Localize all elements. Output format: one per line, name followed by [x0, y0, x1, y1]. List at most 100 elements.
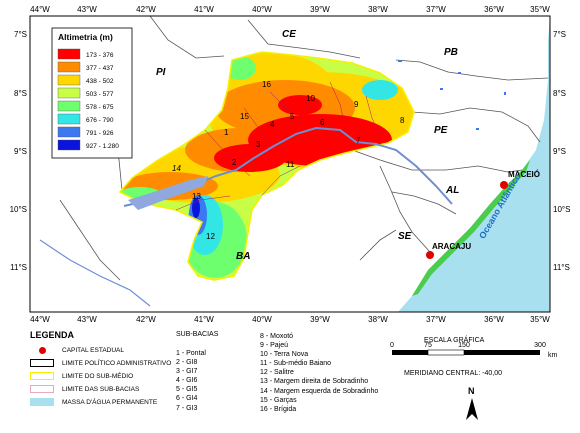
altimetry-swatch [57, 74, 81, 86]
lat-tick-right: 8°S [553, 89, 566, 98]
sub-medio-outline [118, 51, 415, 281]
lon-tick-top: 40°W [252, 5, 272, 14]
sub-basin-number-13: 13 [192, 192, 201, 201]
sub-basin-item: 4 - GI6 [176, 377, 198, 385]
aracaju-city-marker [426, 251, 434, 259]
lon-ticks-bottom: 44°W 43°W 42°W 41°W 40°W 39°W 38°W 37°W 36°W 35°W [30, 315, 550, 324]
legend-item-label: LIMITE POLÍTICO ADMINISTRATIVO [62, 359, 172, 367]
lat-tick-right: 7°S [553, 30, 566, 39]
legend-item: LIMITE DAS SUB-BACIAS [30, 384, 139, 394]
sub-basin-item: 15 - Garças [260, 396, 297, 404]
sub-basin-item: 16 - Brígida [260, 405, 297, 413]
north-label: N [468, 386, 475, 396]
sub-basin-item: 1 - Pontal [176, 350, 206, 357]
sub-basin-number-5: 5 [290, 112, 295, 121]
altimetry-range-label: 927 - 1.280 [86, 143, 119, 150]
lon-tick-bottom: 40°W [252, 315, 272, 324]
legend-title: LEGENDA [30, 330, 75, 340]
scale-bar [392, 349, 540, 356]
altimetry-range-label: 791 - 926 [86, 130, 114, 137]
sub-basin-limits [175, 81, 381, 211]
pink-outline-box [30, 385, 54, 393]
lon-tick-bottom: 42°W [136, 315, 156, 324]
lon-tick-bottom: 44°W [30, 315, 50, 324]
maceio-city-marker [500, 181, 508, 189]
sub-basin-number-3: 3 [256, 140, 261, 149]
lat-tick-left: 11°S [10, 263, 27, 272]
tributary-river [39, 239, 151, 307]
altimetry-legend-rows: 173 - 376 377 - 437 438 - 502 503 - 577 578 … [57, 48, 119, 151]
legend-item: CAPITAL ESTADUAL [30, 345, 124, 355]
sub-basin-item: 10 - Terra Nova [260, 351, 309, 359]
scale-tick: 300 [534, 342, 546, 349]
sub-basin-list-left: 1 - Pontal 2 - GI8 3 - GI7 4 - GI6 5 - GI5 6 … [176, 349, 206, 413]
lon-tick-top: 37°W [426, 5, 446, 14]
altimetry-swatch [57, 126, 81, 138]
ocean-area [398, 16, 550, 312]
lat-tick-left: 8°S [14, 89, 27, 98]
altimetry-swatch [57, 61, 81, 73]
sub-basin-number-2: 2 [232, 158, 237, 167]
legend-item-label: CAPITAL ESTADUAL [62, 346, 125, 354]
altimetry-swatch [57, 113, 81, 125]
lon-tick-bottom: 36°W [484, 315, 504, 324]
scale-tick: 0 [390, 342, 394, 349]
lon-tick-top: 38°W [368, 5, 388, 14]
sub-basin-number-6: 6 [320, 118, 325, 127]
lat-tick-right: 11°S [553, 263, 570, 272]
altimetry-swatch [57, 100, 81, 112]
lon-tick-bottom: 35°W [530, 315, 550, 324]
light-blue-box [30, 398, 54, 406]
sub-basin-number-9: 9 [354, 100, 359, 109]
sub-basin-item: 2 - GI8 [176, 359, 198, 367]
state-borders [59, 16, 549, 281]
legend-item: LIMITE DO SUB-MÉDIO [30, 371, 133, 381]
black-outline-box [30, 359, 54, 367]
altimetry-range-label: 173 - 376 [86, 52, 114, 59]
yellow-outline-box [30, 372, 54, 380]
lat-ticks-right: 7°S 8°S 9°S 10°S 11°S [553, 30, 570, 272]
sub-basin-item: 3 - GI7 [176, 368, 198, 376]
sub-basin-number-1: 1 [224, 128, 229, 137]
sub-basin-number-11: 11 [286, 160, 295, 169]
legend-item: MASSA D'ÁGUA PERMANENTE [30, 397, 157, 407]
lat-tick-left: 10°S [10, 205, 27, 214]
scale-unit: km [548, 352, 558, 359]
altimetry-range-label: 676 - 790 [86, 117, 114, 124]
lon-tick-top: 43°W [77, 5, 97, 14]
sub-basin-number-7: 7 [356, 136, 361, 145]
legend-item: LIMITE POLÍTICO ADMINISTRATIVO [30, 358, 171, 368]
altimetry-range-label: 438 - 502 [86, 78, 114, 85]
sub-basin-item: 11 - Sub-médio Baiano [260, 360, 332, 368]
sub-basin-item: 9 - Pajeú [260, 342, 289, 350]
lon-tick-bottom: 43°W [77, 315, 97, 324]
sub-basin-number-8: 8 [400, 116, 405, 125]
lon-ticks-top: 44°W 43°W 42°W 41°W 40°W 39°W 38°W 37°W 36°W 35°W [30, 5, 550, 14]
altimetry-swatch [57, 139, 81, 151]
state-label-pe: PE [434, 125, 448, 136]
sub-basin-item: 6 - GI4 [176, 395, 198, 403]
lon-tick-bottom: 39°W [310, 315, 330, 324]
sub-basin-item: 12 - Salitre [260, 369, 294, 377]
lon-tick-top: 44°W [30, 5, 50, 14]
north-arrow-icon [466, 398, 478, 420]
lon-tick-top: 35°W [530, 5, 550, 14]
sub-basin-number-15: 15 [240, 112, 249, 121]
sub-basin-title: SUB-BACIAS [176, 331, 219, 338]
altimetry-swatch [57, 48, 81, 60]
sub-basin-item: 8 - Moxotó [260, 333, 294, 340]
lat-tick-right: 10°S [553, 205, 570, 214]
coastal-strip [412, 160, 530, 296]
sub-basin-number-10: 10 [306, 94, 315, 103]
sub-basin-item: 5 - GI5 [176, 386, 198, 394]
lat-tick-left: 7°S [14, 30, 27, 39]
city-label-aracaju: ARACAJU [432, 242, 472, 251]
lon-tick-top: 39°W [310, 5, 330, 14]
lat-ticks-left: 7°S 8°S 9°S 10°S 11°S [10, 30, 27, 272]
state-label-ce: CE [282, 29, 296, 40]
state-label-al: AL [446, 185, 460, 196]
sub-basin-item: 13 - Margem direita de Sobradinho [260, 378, 369, 386]
sobradinho-lake [128, 176, 208, 210]
lon-tick-bottom: 38°W [368, 315, 388, 324]
